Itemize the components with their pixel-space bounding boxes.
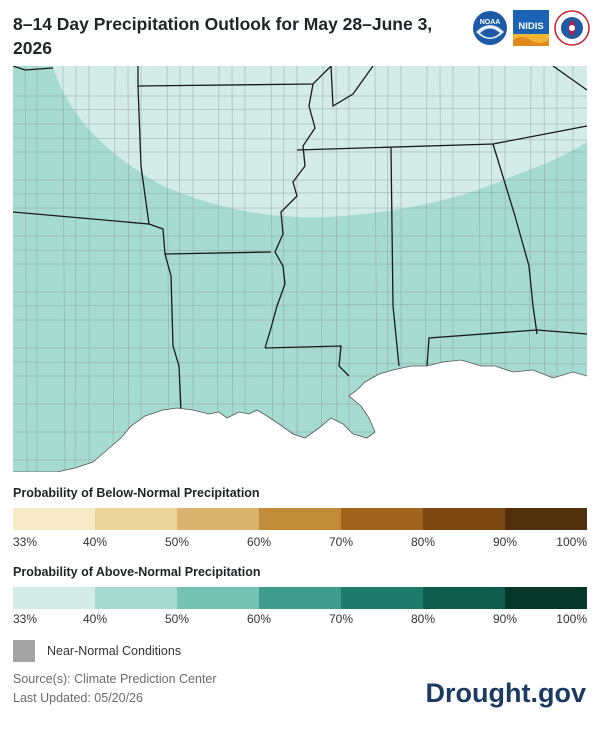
below-normal-ticks: 33% 40% 50% 60% 70% 80% 90% 100% bbox=[13, 535, 587, 551]
logo-group: NOAA NIDIS bbox=[472, 10, 590, 46]
tick-label: 40% bbox=[82, 535, 107, 549]
above-swatch-80-90 bbox=[423, 587, 505, 609]
tick-label: 40% bbox=[82, 612, 107, 626]
below-normal-color-bar bbox=[13, 508, 587, 530]
above-33-zone bbox=[53, 66, 587, 218]
source-text: Source(s): Climate Prediction Center bbox=[13, 672, 217, 686]
nws-logo[interactable] bbox=[554, 10, 590, 46]
below-swatch-33-40 bbox=[13, 508, 95, 530]
tick-label: 70% bbox=[328, 535, 354, 549]
below-swatch-60-70 bbox=[259, 508, 341, 530]
state-borders bbox=[13, 66, 587, 411]
above-swatch-50-60 bbox=[177, 587, 259, 609]
below-swatch-80-90 bbox=[423, 508, 505, 530]
tick-label: 60% bbox=[246, 535, 271, 549]
near-normal-label: Near-Normal Conditions bbox=[47, 644, 182, 658]
below-normal-legend-title: Probability of Below-Normal Precipitatio… bbox=[13, 486, 260, 500]
below-swatch-70-80 bbox=[341, 508, 423, 530]
coastline bbox=[13, 359, 587, 472]
page-title: 8–14 Day Precipitation Outlook for May 2… bbox=[13, 14, 433, 58]
drought-gov-brand[interactable]: Drought.gov bbox=[425, 678, 586, 708]
below-swatch-40-50 bbox=[95, 508, 177, 530]
above-normal-color-bar bbox=[13, 587, 587, 609]
tick-label: 60% bbox=[246, 612, 271, 626]
tick-label: 80% bbox=[410, 612, 436, 626]
tick-label: 33% bbox=[13, 612, 38, 626]
tick-label: 100% bbox=[556, 535, 587, 549]
above-swatch-33-40 bbox=[13, 587, 95, 609]
tick-label: 33% bbox=[13, 535, 38, 549]
tick-label: 70% bbox=[328, 612, 354, 626]
above-swatch-90-100 bbox=[505, 587, 587, 609]
above-swatch-40-50 bbox=[95, 587, 177, 609]
tick-label: 90% bbox=[492, 612, 518, 626]
tick-label: 80% bbox=[410, 535, 436, 549]
last-updated-text: Last Updated: 05/20/26 bbox=[13, 691, 143, 705]
tick-label: 50% bbox=[164, 612, 189, 626]
below-swatch-90-100 bbox=[505, 508, 587, 530]
above-swatch-70-80 bbox=[341, 587, 423, 609]
near-normal-swatch bbox=[13, 640, 35, 662]
noaa-logo[interactable]: NOAA bbox=[472, 10, 508, 46]
below-swatch-50-60 bbox=[177, 508, 259, 530]
nidis-logo-text: NIDIS bbox=[518, 21, 543, 32]
tick-label: 50% bbox=[164, 535, 189, 549]
tick-label: 90% bbox=[492, 535, 518, 549]
above-normal-legend-title: Probability of Above-Normal Precipitatio… bbox=[13, 565, 261, 579]
noaa-logo-text: NOAA bbox=[480, 19, 501, 26]
tick-label: 100% bbox=[556, 612, 587, 626]
above-swatch-60-70 bbox=[259, 587, 341, 609]
above-normal-ticks: 33% 40% 50% 60% 70% 80% 90% 100% bbox=[13, 612, 587, 628]
nidis-logo[interactable]: NIDIS bbox=[513, 10, 549, 46]
near-normal-legend: Near-Normal Conditions bbox=[13, 640, 181, 662]
precipitation-outlook-map bbox=[13, 66, 587, 472]
